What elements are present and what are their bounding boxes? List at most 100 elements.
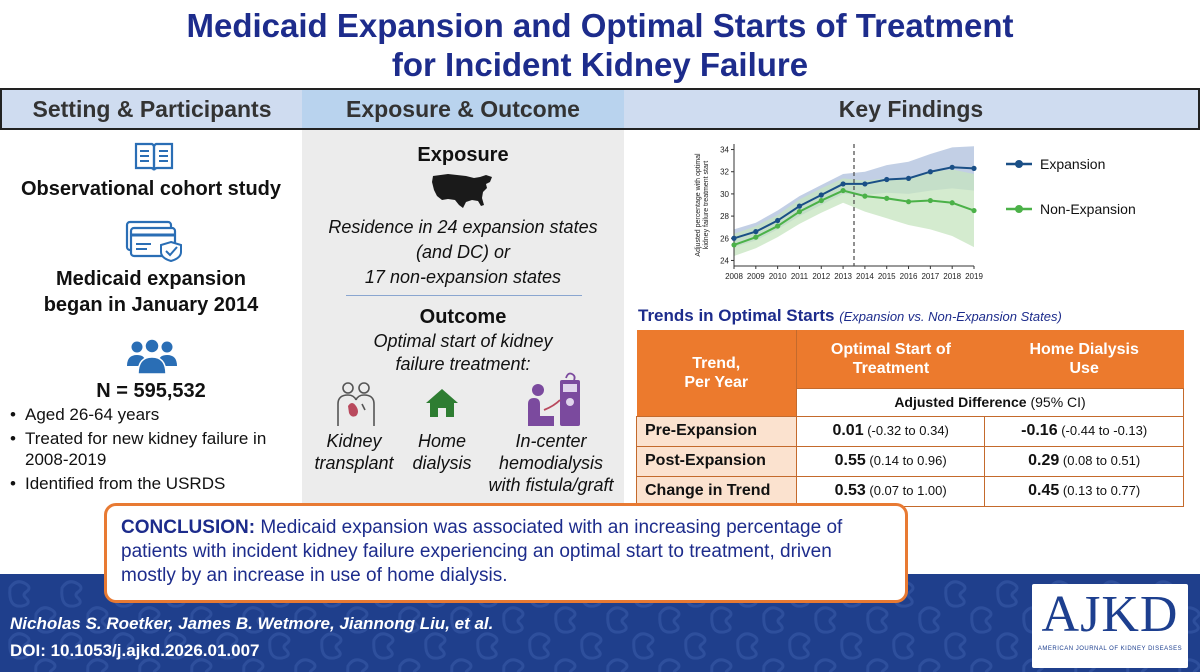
legend-marker xyxy=(1015,160,1023,168)
bean-shape xyxy=(996,632,1019,660)
bean-shape xyxy=(398,658,421,672)
bean-shape xyxy=(944,632,967,660)
bean-shape xyxy=(450,606,473,634)
data-point xyxy=(862,181,868,187)
table-row: Pre-Expansion 0.01 (-0.32 to 0.34) -0.16… xyxy=(636,415,1184,447)
bean-shape xyxy=(86,606,109,634)
trends-table: Trend, Per Year Optimal Start of Treatme… xyxy=(636,330,1184,507)
data-point xyxy=(840,181,846,187)
data-point xyxy=(862,193,868,199)
cell-value: 0.53 xyxy=(834,482,866,499)
bean-shape xyxy=(86,658,109,672)
bean-shape xyxy=(762,658,785,672)
bean-shape xyxy=(1178,606,1200,634)
ci-label: (95% CI) xyxy=(1030,394,1086,410)
legend-label: Expansion xyxy=(1040,156,1105,172)
bean-shape xyxy=(528,632,551,660)
x-tick-label: 2018 xyxy=(943,272,961,281)
ci-band xyxy=(734,169,974,257)
cell-home: -0.16 (-0.44 to -0.13) xyxy=(984,415,1184,447)
people-group-icon xyxy=(127,338,177,375)
data-point xyxy=(905,199,912,205)
page-title: Medicaid Expansion and Optimal Starts of… xyxy=(0,0,1200,88)
option-home-line-2: dialysis xyxy=(412,453,472,473)
bean-shape xyxy=(268,632,291,660)
expansion-line-1: Medicaid expansion xyxy=(55,268,247,290)
x-tick-label: 2016 xyxy=(900,272,918,281)
outcome-text-line-1: Optimal start of kidney xyxy=(373,331,553,351)
bullet-treated: Treated for new kidney failure in 2008-2… xyxy=(8,428,300,470)
table-title-main: Trends in Optimal Starts xyxy=(638,306,835,325)
row-label: Post-Expansion xyxy=(636,445,797,477)
bean-shape xyxy=(918,658,941,672)
x-tick-label: 2015 xyxy=(878,272,896,281)
exposure-text-line-2: (and DC) or xyxy=(415,242,511,262)
data-point xyxy=(731,235,737,241)
bean-shape xyxy=(476,632,499,660)
bean-shape xyxy=(918,606,941,634)
findings-header: Key Findings xyxy=(624,88,1200,130)
bean-shape xyxy=(60,580,83,608)
usa-map-icon xyxy=(432,174,492,208)
series-line xyxy=(733,166,975,240)
row-label: Pre-Expansion xyxy=(636,415,797,447)
exposure-text-line-1: Residence in 24 expansion states xyxy=(328,217,598,237)
data-point xyxy=(949,200,955,206)
option-transplant-line-2: transplant xyxy=(314,453,394,473)
option-home-line-1: Home xyxy=(417,431,466,451)
data-point xyxy=(753,234,759,240)
option-hemo-line-3: with fistula/graft xyxy=(488,475,614,495)
col-header-home: Home Dialysis Use xyxy=(984,330,1184,388)
data-point xyxy=(840,187,846,194)
option-transplant-line-1: Kidney xyxy=(326,431,382,451)
bean-shape xyxy=(424,632,447,660)
exposure-text: Residence in 24 expansion states (and DC… xyxy=(302,215,624,290)
ci-band xyxy=(734,146,974,248)
col-header-optimal: Optimal Start of Treatment xyxy=(796,330,985,388)
bean-shape xyxy=(138,658,161,672)
bullet-source: Identified from the USRDS xyxy=(8,473,300,494)
bean-shape xyxy=(944,580,967,608)
bean-shape xyxy=(398,606,421,634)
section-divider xyxy=(346,295,582,296)
legend-marker xyxy=(1015,205,1023,213)
cell-ci: (0.08 to 0.51) xyxy=(1062,453,1141,468)
cell-ci: (0.13 to 0.77) xyxy=(1062,483,1141,498)
y-tick-label: 26 xyxy=(720,234,729,243)
bean-shape xyxy=(112,632,135,660)
cell-value: 0.29 xyxy=(1028,452,1060,469)
bean-shape xyxy=(346,606,369,634)
doi-link[interactable]: DOI: 10.1053/j.ajkd.2026.01.007 xyxy=(10,641,260,660)
bean-shape xyxy=(34,658,57,672)
outcome-heading: Outcome xyxy=(419,306,507,328)
insurance-card-icon xyxy=(125,220,182,262)
title-line-2: for Incident Kidney Failure xyxy=(391,46,809,83)
option-hemodialysis: In-center hemodialysis with fistula/graf… xyxy=(478,378,624,496)
conclusion-label: CONCLUSION: xyxy=(121,517,256,538)
x-tick-label: 2014 xyxy=(856,272,874,281)
outcome-text-line-2: failure treatment: xyxy=(395,354,531,374)
data-point xyxy=(884,176,890,183)
adjusted-difference-label: Adjusted Difference xyxy=(894,394,1027,410)
bean-shape xyxy=(970,606,993,634)
x-tick-label: 2009 xyxy=(747,272,765,281)
x-tick-label: 2019 xyxy=(965,272,983,281)
bean-shape xyxy=(866,606,889,634)
x-tick-label: 2017 xyxy=(921,272,939,281)
bean-shape xyxy=(710,606,733,634)
bean-shape xyxy=(190,658,213,672)
ajkd-logo: AJKD AMERICAN JOURNAL OF KIDNEY DISEASES xyxy=(1032,584,1188,668)
bean-shape xyxy=(164,632,187,660)
data-point xyxy=(753,229,759,235)
data-point xyxy=(971,207,977,214)
y-tick-label: 28 xyxy=(720,212,729,221)
bean-shape xyxy=(34,606,57,634)
exposure-column: Exposure Residence in 24 expansion state… xyxy=(302,130,624,504)
data-point xyxy=(796,203,803,209)
adjusted-difference-header: Adjusted Difference (95% CI) xyxy=(796,387,1184,417)
cell-home: 0.45 (0.13 to 0.77) xyxy=(984,475,1184,507)
data-point xyxy=(796,209,803,215)
bean-shape xyxy=(970,658,993,672)
series-line xyxy=(733,189,975,246)
bean-shape xyxy=(840,632,863,660)
